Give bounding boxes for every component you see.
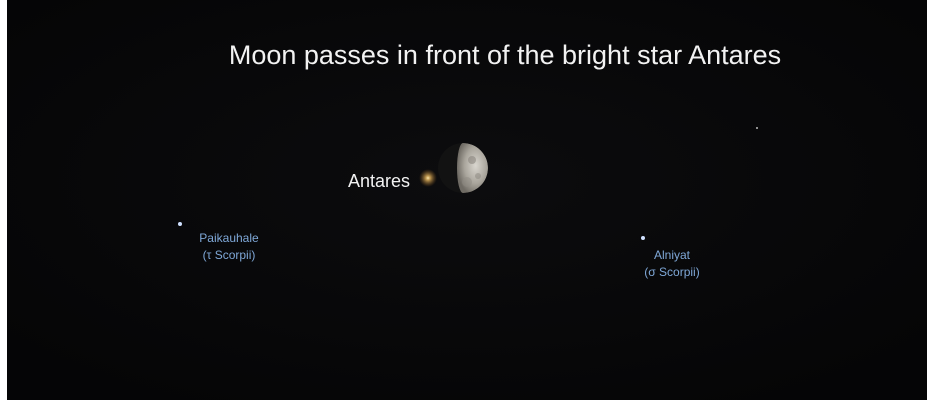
antares-star: [419, 169, 437, 187]
sky-view: Moon passes in front of the bright star …: [0, 0, 933, 409]
alniyat-designation: (σ Scorpii): [644, 265, 699, 279]
alniyat-name: Alniyat: [654, 248, 691, 262]
alniyat-star: [641, 236, 645, 240]
title: Moon passes in front of the bright star …: [229, 40, 781, 70]
antares-label: Antares: [348, 171, 410, 191]
moon: [438, 143, 488, 193]
paikauhale-designation: (τ Scorpii): [203, 248, 256, 262]
faint-star: [756, 127, 758, 129]
paikauhale-star: [178, 222, 182, 226]
paikauhale-name: Paikauhale: [199, 231, 259, 245]
page: Moon passes in front of the bright star …: [0, 0, 933, 409]
